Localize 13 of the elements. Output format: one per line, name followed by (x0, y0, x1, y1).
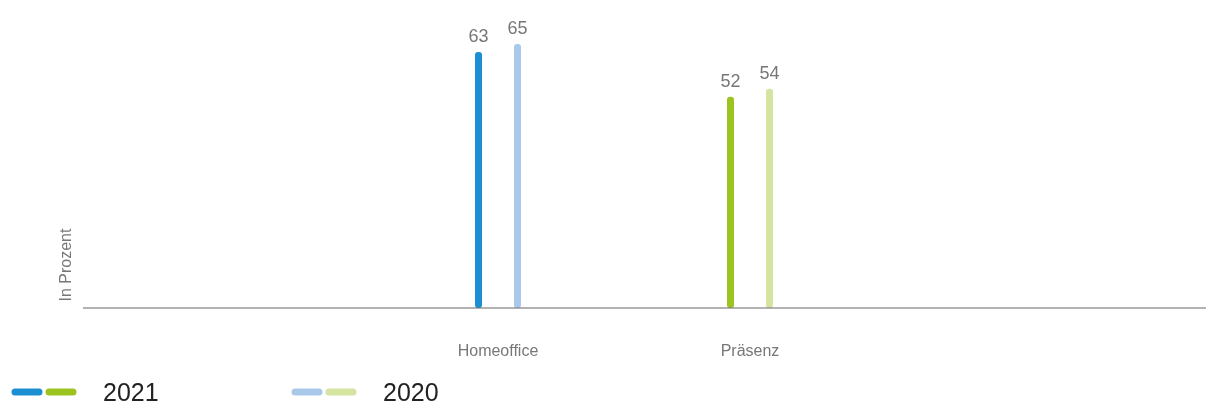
bar (727, 96, 734, 308)
legend-label: 2021 (103, 378, 159, 405)
data-label: 63 (468, 26, 489, 47)
data-label: 52 (720, 70, 741, 91)
text: In Prozent (57, 227, 74, 302)
x-tick-label: Homeoffice (457, 342, 539, 359)
data-label: 54 (759, 62, 780, 83)
bar (514, 44, 521, 308)
x-tick-label: Präsenz (720, 342, 780, 359)
bar (766, 88, 773, 308)
data-label: 65 (507, 18, 528, 38)
bar (475, 52, 482, 308)
legend-label: 2020 (383, 378, 439, 405)
